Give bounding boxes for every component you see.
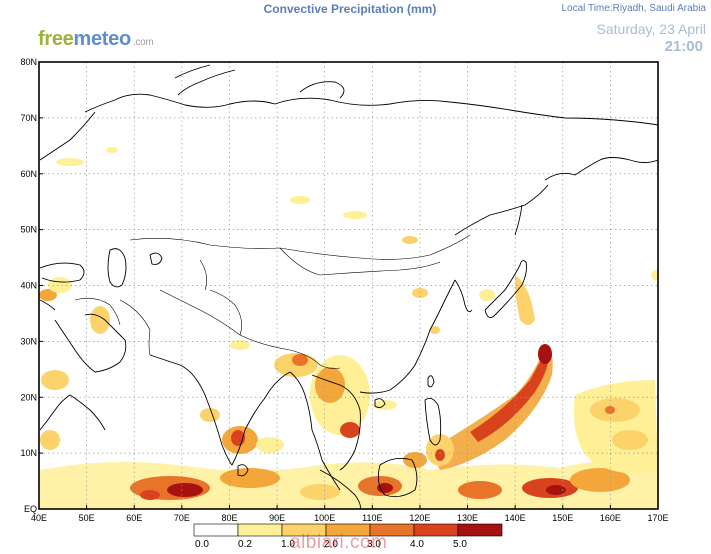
legend-color-swatch: [457, 523, 503, 537]
latitude-label: 70N: [20, 113, 37, 123]
latitude-label: 10N: [20, 448, 37, 458]
logo-part-com: .com: [132, 37, 154, 48]
longitude-label: 170E: [647, 513, 668, 523]
longitude-label: 80E: [221, 513, 237, 523]
longitude-label: 60E: [126, 513, 142, 523]
latitude-label: 20N: [20, 392, 37, 402]
longitude-label: 90E: [269, 513, 285, 523]
longitude-label: 110E: [362, 513, 382, 523]
latitude-label: 60N: [20, 169, 37, 179]
longitude-label: 40E: [31, 513, 47, 523]
precipitation-field: [39, 147, 658, 509]
latitude-label: 80N: [20, 57, 37, 67]
legend-label: 2.0: [324, 539, 338, 550]
latitude-label: EQ: [24, 504, 37, 514]
longitude-label: 120E: [409, 513, 430, 523]
forecast-date: Saturday, 23 April: [596, 21, 706, 37]
legend-color-swatch: [413, 523, 459, 537]
legend-label: 0.2: [238, 539, 252, 550]
longitude-label: 150E: [552, 513, 573, 523]
logo-part-free: free: [38, 28, 74, 50]
latitude-label: 40N: [20, 281, 37, 291]
longitude-label: 70E: [174, 513, 190, 523]
legend-label: 4.0: [410, 539, 424, 550]
latitude-label: 30N: [20, 336, 37, 346]
longitude-labels: 40E 50E 60E 70E 80E 90E 100E 110E 120E 130E 140E 15…: [31, 505, 669, 523]
longitude-label: 130E: [457, 513, 478, 523]
longitude-label: 140E: [505, 513, 526, 523]
map-frame: [38, 61, 659, 510]
graticule-grid: [39, 62, 658, 509]
precipitation-legend: 0.0 0.2 1.0 2.0 3.0 4.0 5.0: [193, 523, 503, 550]
legend-label: 3.0: [367, 539, 381, 550]
longitude-label: 50E: [79, 513, 95, 523]
logo-part-meteo: meteo: [73, 28, 132, 50]
freemeteo-logo[interactable]: freemeteo .com: [38, 28, 154, 51]
latitude-labels: EQ 10N 20N 30N 40N 50N 60N 70N 80N: [20, 57, 43, 514]
country-borders: [74, 234, 471, 369]
legend-label: 0.0: [195, 539, 209, 550]
legend-label: 5.0: [453, 539, 467, 550]
coastlines: [39, 64, 658, 509]
legend-color-swatch: [193, 523, 239, 537]
chart-title: Convective Precipitation (mm): [263, 2, 437, 16]
latitude-label: 50N: [20, 225, 37, 235]
watermark-text: albiari.com: [290, 532, 388, 553]
local-time-label: Local Time:Riyadh, Saudi Arabia: [561, 3, 706, 14]
legend-label: 1.0: [281, 539, 295, 550]
longitude-label: 160E: [600, 513, 621, 523]
longitude-label: 100E: [314, 513, 335, 523]
forecast-time: 21:00: [664, 38, 703, 55]
legend-color-swatch: [237, 523, 283, 537]
